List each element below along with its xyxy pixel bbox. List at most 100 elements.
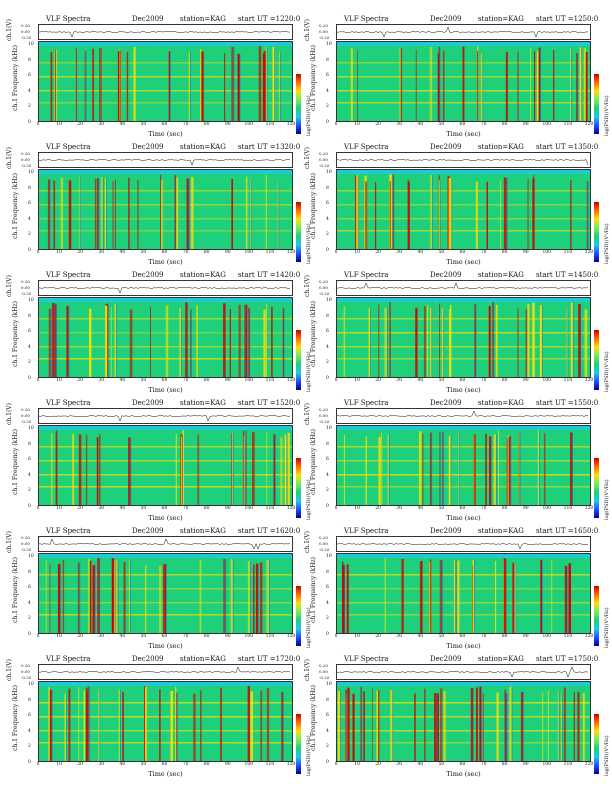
spectrogram-speckle: [357, 458, 360, 460]
spectrogram-speckle: [238, 484, 241, 486]
spectrogram-streak-edge: [580, 303, 582, 377]
spectrogram-speckle: [567, 465, 570, 467]
spectrogram-speckle: [261, 116, 264, 118]
spectrogram-speckle: [151, 576, 154, 578]
spectrogram-speckle: [73, 228, 76, 230]
x-tick-label: 10: [56, 250, 62, 255]
spectrogram-speckle: [548, 707, 551, 709]
spectrogram-speckle: [555, 747, 558, 749]
spectrogram-speckle: [372, 485, 375, 487]
spectrogram-speckle: [589, 60, 590, 62]
spectrogram-speckle: [159, 73, 162, 75]
y-tick-label: 4: [28, 728, 31, 734]
spectrogram-streak: [285, 434, 287, 505]
spectrogram-speckle: [390, 364, 393, 366]
spectrogram-speckle: [409, 581, 412, 583]
x-tick-label: 70: [480, 250, 487, 255]
spectrogram-speckle: [401, 223, 404, 225]
spectrogram-speckle: [200, 221, 203, 223]
spectrogram-speckle: [82, 477, 85, 479]
spectrogram-streak: [384, 307, 387, 377]
spectrogram-streak: [408, 181, 410, 249]
y-tick-label: 10: [28, 554, 34, 559]
panel-header: VLF Spectra Dec2009 station=KAG start UT =1…: [306, 654, 598, 664]
spectrogram-streak: [250, 691, 253, 761]
spectrogram-streak-edge: [505, 689, 507, 761]
spectrogram-speckle: [464, 496, 466, 498]
spectrogram-speckle: [509, 178, 512, 180]
spectrogram-speckle: [354, 343, 357, 345]
spectrogram-speckle: [153, 479, 155, 481]
spectrogram-speckle: [215, 311, 218, 313]
spectrogram-speckle: [421, 601, 424, 604]
spectrogram-speckle: [352, 595, 355, 597]
spectrogram-streak: [536, 51, 539, 121]
spectrogram-speckle: [418, 712, 421, 714]
spectrogram-speckle: [412, 462, 415, 464]
spectrogram-speckle: [411, 447, 414, 450]
ch-tick-label: -0.20: [319, 163, 330, 168]
spectrogram-speckle: [340, 317, 343, 319]
spectrogram-speckle: [458, 43, 461, 45]
spectrogram-streak-edge: [251, 180, 252, 249]
spectrogram-streak: [84, 50, 86, 121]
spectrogram-speckle: [394, 433, 397, 435]
spectrogram-speckle: [157, 586, 159, 588]
spectrogram-speckle: [500, 320, 503, 322]
spectrogram-speckle: [182, 577, 185, 579]
spectrogram-speckle: [64, 72, 67, 74]
spectrogram-speckle: [396, 629, 399, 631]
y-tick-label: 6: [326, 329, 329, 334]
ch-signal-line: [39, 538, 291, 550]
spectrogram-speckle: [112, 722, 115, 724]
spectrogram-speckle: [115, 45, 118, 47]
spectrogram-speckle: [75, 338, 78, 340]
spectrogram-speckle: [85, 241, 88, 243]
spectrogram-speckle: [440, 426, 443, 428]
spectrogram-speckle: [179, 67, 182, 70]
spectrogram-streak-edge: [520, 432, 521, 505]
spectrogram-streak: [97, 558, 100, 633]
x-tick-label: 70: [182, 762, 189, 767]
spectrogram-streak: [229, 309, 231, 377]
spectrogram-streak-edge: [266, 46, 268, 121]
spectrogram-speckle: [392, 689, 395, 691]
colorbar: [296, 330, 301, 390]
spectrogram-speckle: [358, 757, 360, 759]
spectrogram-speckle: [159, 313, 162, 315]
spectrogram-speckle: [371, 471, 374, 474]
spectrogram-streak-edge: [439, 46, 441, 121]
spectrogram-speckle: [285, 375, 288, 377]
spectrogram-streak: [486, 181, 488, 249]
spectrogram-speckle: [164, 342, 167, 344]
spectrogram-speckle: [210, 451, 213, 453]
spectrogram-speckle: [279, 180, 282, 182]
spectrogram-speckle: [290, 196, 292, 198]
spectrogram-streak: [266, 559, 269, 633]
spectrogram-speckle: [130, 434, 133, 436]
spectrogram-streak-edge: [106, 178, 107, 249]
spectrogram-speckle: [559, 484, 562, 486]
x-tick-label: 0: [334, 378, 338, 383]
x-tick-label: 120: [584, 378, 594, 383]
spectrogram-band: [337, 486, 590, 488]
spectrogram-speckle: [186, 498, 189, 500]
spectrogram-streak: [507, 435, 510, 505]
spectrogram-speckle: [228, 589, 231, 591]
x-tick-label: 20: [77, 122, 84, 127]
x-axis: 0 10 20 30 40 50 60 70 80 90 100 110 120: [37, 122, 296, 130]
y-tick-label: 0: [326, 247, 329, 253]
spectrogram-speckle: [137, 703, 139, 705]
ch-tick-label: 0.20: [21, 407, 30, 412]
spectrogram-speckle: [276, 493, 279, 495]
spectrogram-speckle: [457, 225, 460, 227]
panel-station: station=KAG: [180, 15, 226, 23]
ch-tick-label: -0.20: [21, 291, 32, 296]
ch-tick-label: 0.20: [319, 407, 328, 412]
spectrogram-speckle: [129, 431, 131, 433]
spectrogram-streak: [503, 558, 507, 633]
spectrogram-speckle: [578, 220, 580, 222]
spectrogram-speckle: [223, 84, 225, 86]
spectrogram-speckle: [257, 45, 260, 47]
spectrogram-speckle: [102, 554, 105, 556]
